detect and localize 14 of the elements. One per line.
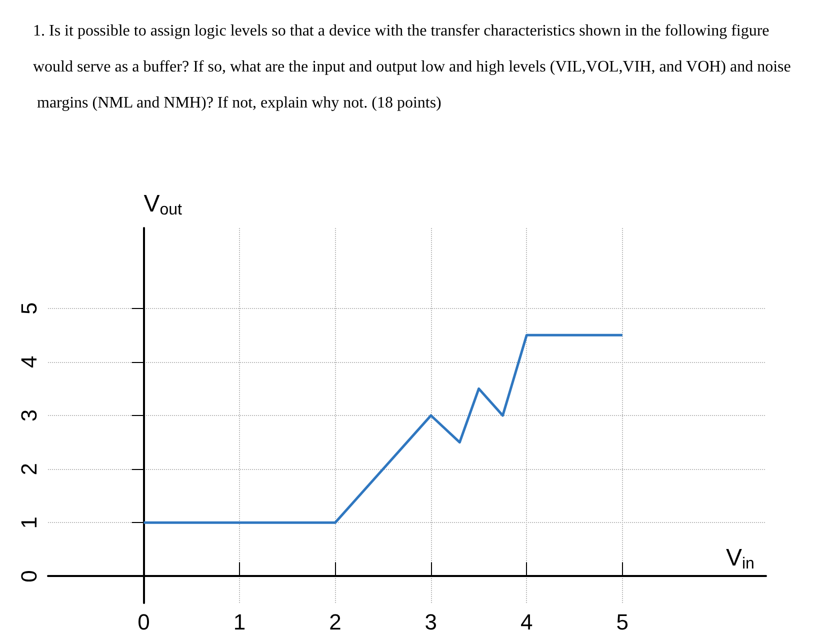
line-series (142, 334, 624, 524)
y-tick-label: 2 (16, 462, 42, 476)
y-tick-label: 4 (16, 356, 42, 368)
x-tick-label: 4 (520, 610, 533, 634)
x-tick-label: 5 (616, 610, 629, 634)
x-tick-label: 1 (233, 610, 246, 634)
x-tick-label: 3 (424, 610, 438, 634)
y-tick-label: 3 (16, 409, 42, 422)
y-tick-label: 5 (16, 302, 42, 314)
chart-title: 1. Is it possible to assign logic levels so that a device with the transfer characteristics shown in the following figure would serve as a buffer? If so, what are the input and output low and high levels (VIL,VOL,VIH, and VOH) and noise margins (NML and NMH)? If not, explain why not. (18 points) (33, 22, 791, 112)
x-tick-label: 0 (138, 610, 150, 634)
y-tick-label: 1 (16, 516, 42, 529)
y-tick-label: 0 (16, 570, 42, 582)
x-tick-label: 2 (329, 610, 342, 634)
